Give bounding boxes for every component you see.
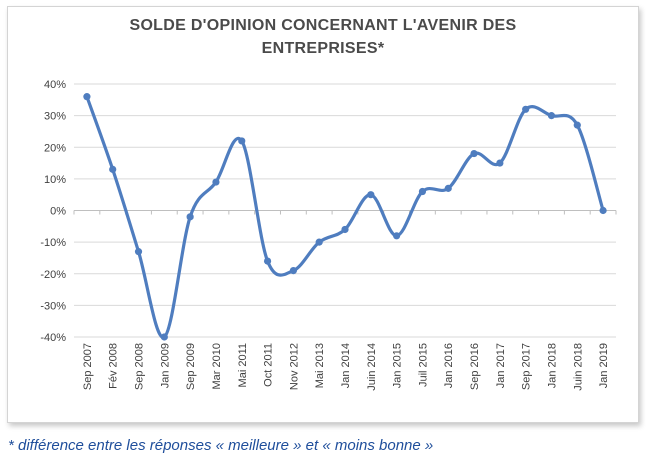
chart-title-line-1: SOLDE D'OPINION CONCERNANT L'AVENIR DES [129, 17, 517, 34]
data-point [496, 159, 504, 167]
x-tick-label: Juil 2015 [417, 343, 429, 387]
data-point [160, 333, 168, 341]
x-tick-label: Sep 2008 [134, 343, 146, 390]
x-tick-label: Mar 2010 [211, 343, 223, 389]
y-tick-label: -40% [40, 332, 66, 344]
x-tick-label: Jan 2016 [443, 343, 455, 388]
y-tick-label: -10% [40, 237, 66, 249]
footnote: * différence entre les réponses « meille… [8, 437, 434, 454]
x-tick-label: Mai 2013 [314, 343, 326, 388]
chart-title-line-2: ENTREPRISES* [261, 40, 385, 57]
data-point [573, 121, 581, 129]
x-tick-label: Jan 2014 [340, 343, 352, 388]
y-tick-label: 10% [44, 174, 66, 186]
y-tick-label: -30% [40, 300, 66, 312]
data-point [470, 149, 478, 158]
x-tick-label: Jan 2019 [598, 343, 610, 388]
data-point [83, 93, 91, 101]
data-point [522, 105, 530, 113]
x-tick-label: Sep 2016 [469, 343, 481, 390]
data-point [341, 225, 349, 234]
y-tick-label: 20% [44, 142, 66, 154]
x-tick-label: Sep 2007 [82, 343, 94, 390]
data-point [444, 184, 452, 192]
x-tick-label: Jan 2009 [159, 343, 171, 388]
x-tick-label: Sep 2017 [521, 343, 533, 390]
data-point [212, 178, 220, 186]
data-point [367, 191, 375, 199]
chart-title: SOLDE D'OPINION CONCERNANT L'AVENIR DES … [0, 14, 646, 60]
data-point [186, 213, 194, 221]
x-tick-label: Juin 2014 [366, 343, 378, 391]
x-tick-label: Nov 2012 [288, 343, 300, 390]
data-point [315, 238, 323, 246]
y-tick-label: 30% [44, 111, 66, 123]
series-line [85, 95, 605, 339]
data-point [289, 266, 297, 275]
x-tick-label: Juin 2018 [572, 343, 584, 391]
data-point [263, 257, 272, 265]
data-point [599, 206, 607, 215]
x-tick-label: Fév 2008 [108, 343, 120, 389]
x-tick-label: Mai 2011 [237, 343, 249, 387]
data-point [109, 165, 117, 173]
x-tick-label: Jan 2017 [495, 343, 507, 388]
chart-card [7, 6, 639, 423]
data-point [418, 187, 427, 196]
x-tick-label: Jan 2015 [392, 343, 404, 388]
y-tick-label: 40% [44, 79, 66, 91]
y-tick-label: 0% [50, 206, 66, 218]
data-point [547, 112, 556, 120]
x-tick-label: Sep 2009 [185, 343, 197, 390]
y-tick-label: -20% [40, 269, 66, 281]
data-point [134, 248, 143, 256]
data-point [393, 232, 401, 240]
data-point [238, 137, 246, 145]
x-tick-label: Oct 2011 [263, 343, 275, 387]
x-tick-label: Jan 2018 [546, 343, 558, 388]
